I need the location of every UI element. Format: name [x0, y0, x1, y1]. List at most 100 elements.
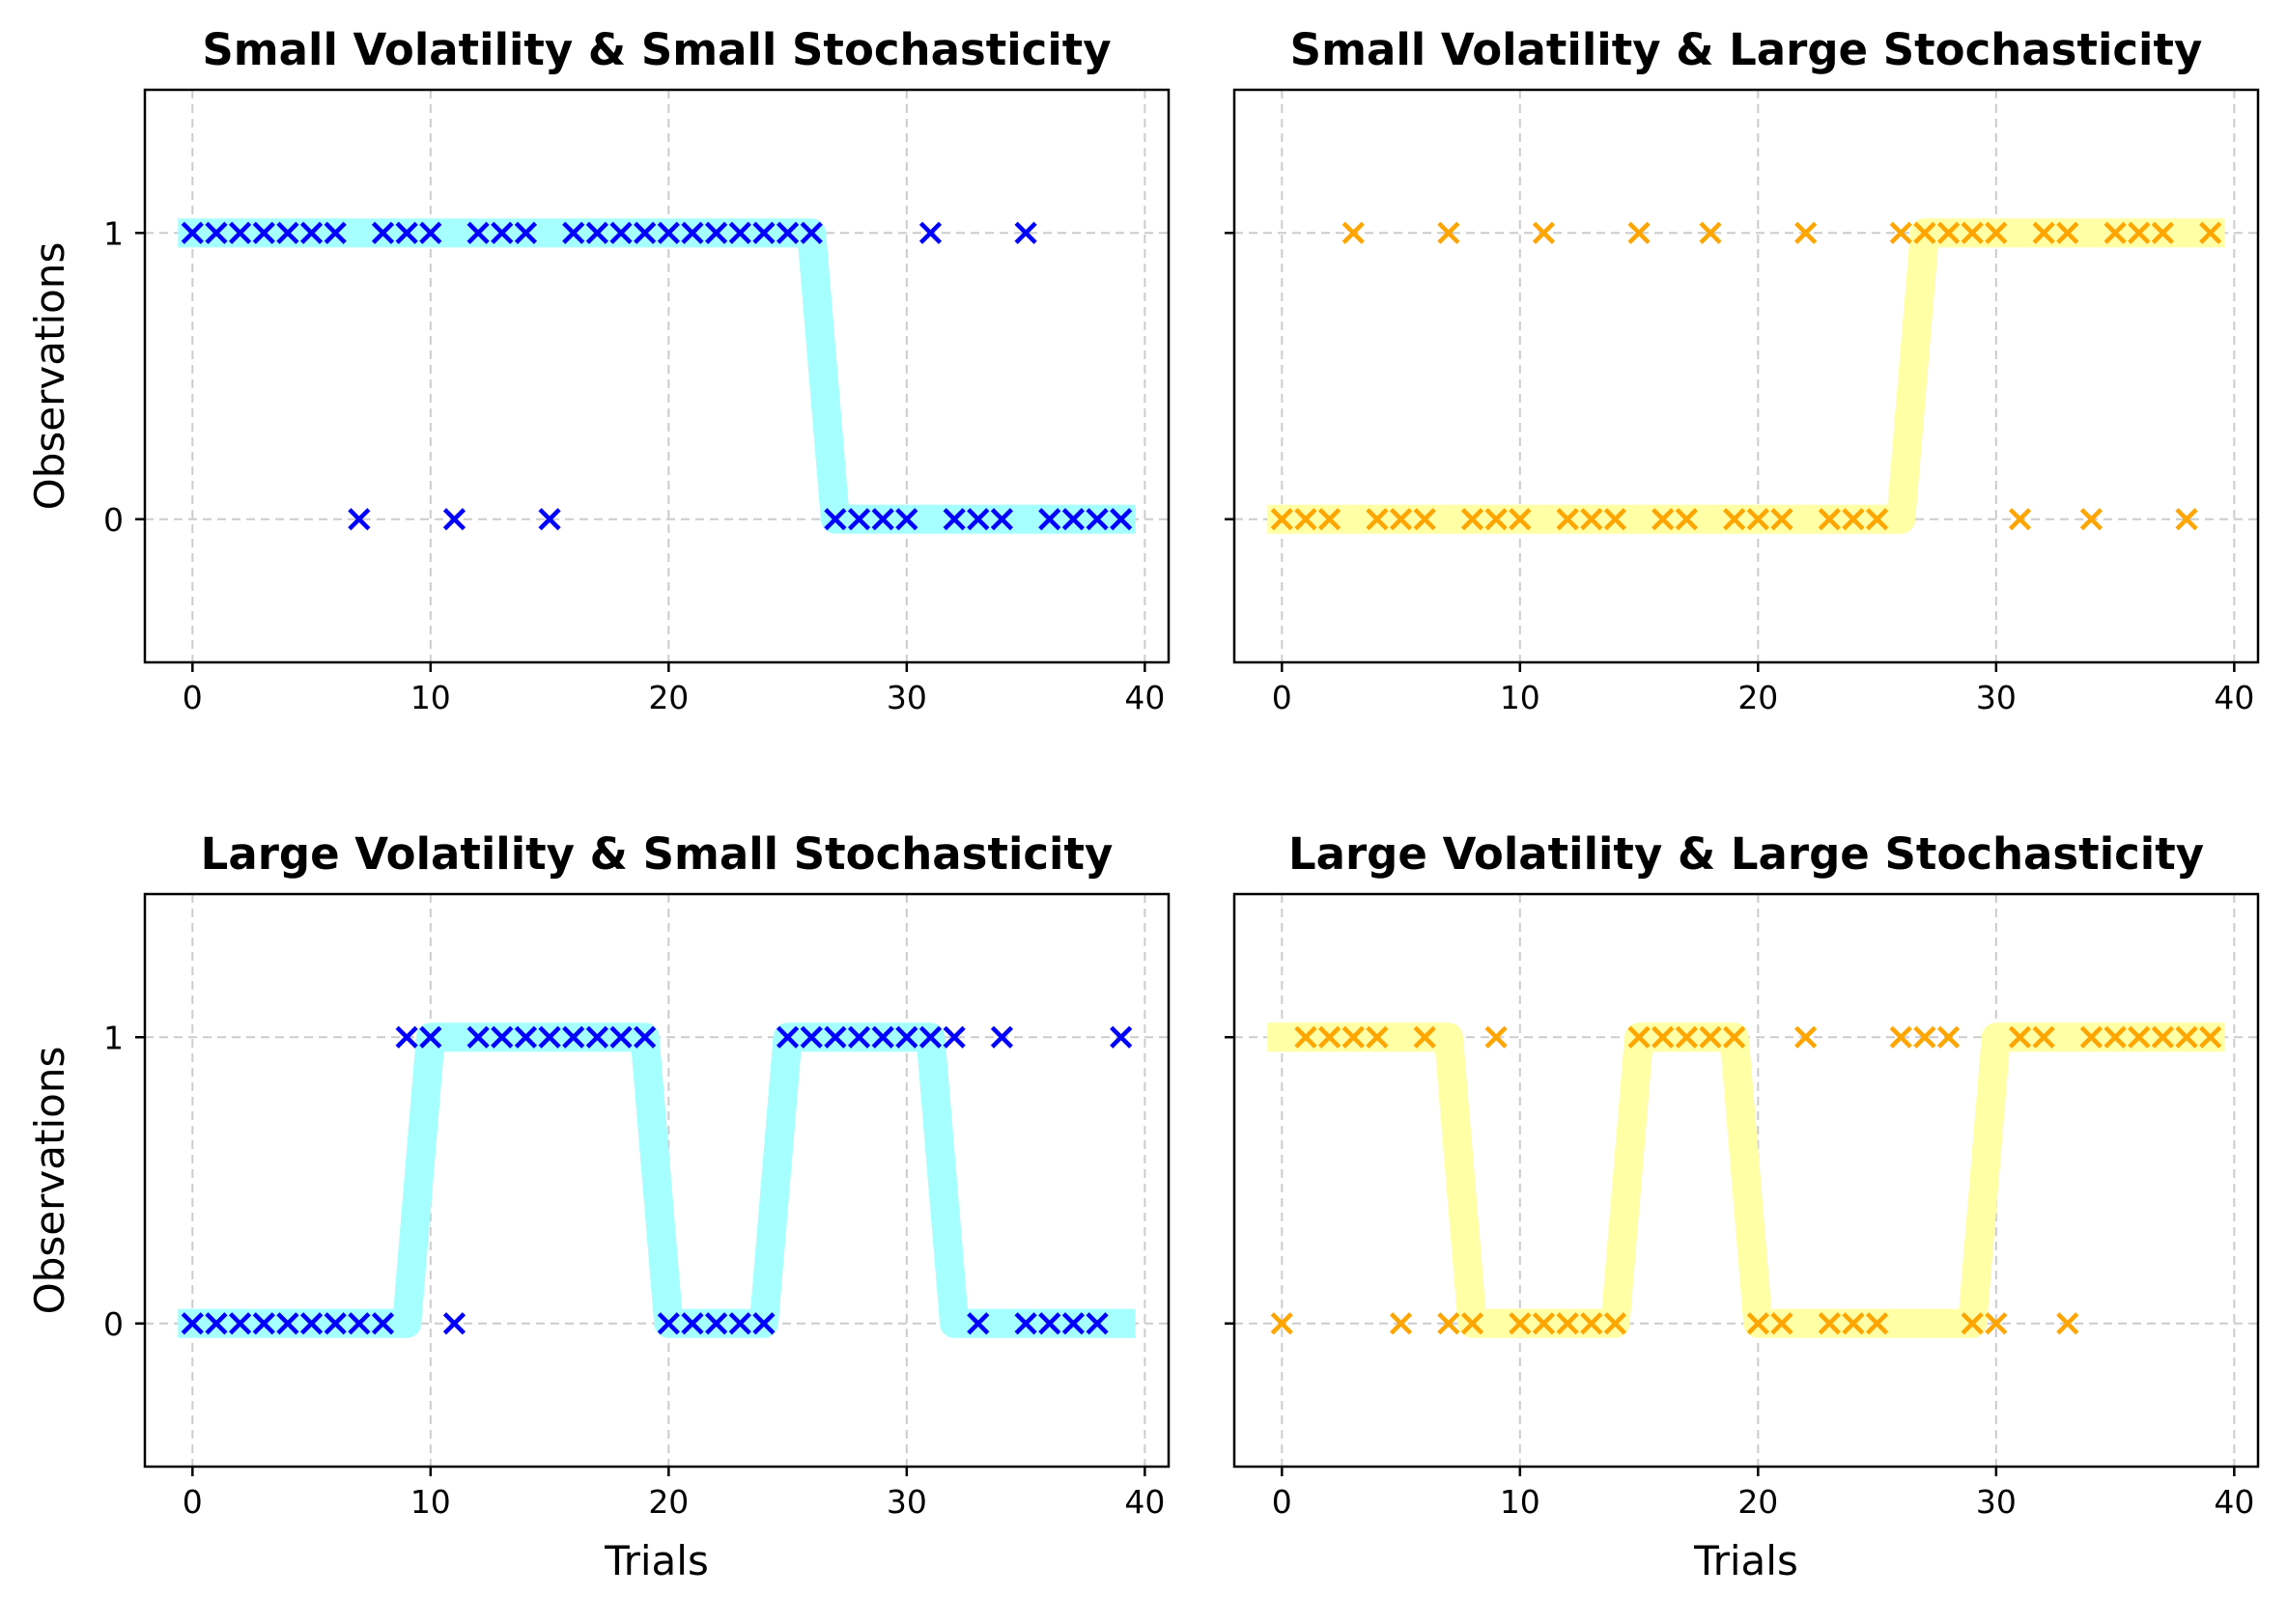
- observation-marker: [967, 508, 990, 531]
- axes-frame: [143, 88, 1171, 664]
- observation-marker: [609, 1025, 633, 1049]
- observation-marker: [1532, 1312, 1556, 1335]
- x-tick-label: 30: [887, 1483, 927, 1521]
- observation-marker: [1270, 1312, 1293, 1335]
- observation-marker: [2103, 221, 2127, 244]
- observation-marker: [634, 1025, 657, 1049]
- observation-marker: [1936, 1025, 1961, 1049]
- x-tick-label: 0: [1272, 679, 1292, 716]
- y-tick-label: 1: [103, 1019, 124, 1056]
- observation-marker: [1889, 1025, 1912, 1049]
- observation-marker: [2103, 1025, 2127, 1049]
- observation-marker: [967, 1312, 990, 1335]
- axes-frame: [1232, 88, 2260, 664]
- underlying-state-line: [178, 218, 1136, 534]
- observation-marker: [1580, 1312, 1603, 1335]
- observation-marker: [252, 221, 275, 244]
- observation-marker: [1341, 221, 1365, 244]
- observation-marker: [538, 1025, 561, 1049]
- x-tick-label: 40: [2214, 1483, 2254, 1521]
- observation-marker: [1865, 1312, 1889, 1335]
- observation-marker: [1038, 508, 1061, 531]
- observation-marker: [2151, 221, 2174, 244]
- observation-marker: [1389, 1312, 1413, 1335]
- observation-marker: [824, 508, 847, 531]
- observation-marker: [1014, 221, 1037, 244]
- observation-marker: [1341, 1025, 1365, 1049]
- observation-marker: [1294, 1025, 1317, 1049]
- observation-marker: [1770, 508, 1793, 531]
- x-tick-label: 0: [183, 679, 203, 716]
- observation-marker: [371, 1312, 395, 1335]
- observation-marker: [2151, 1025, 2174, 1049]
- observation-marker: [252, 1312, 275, 1335]
- observation-marker: [442, 508, 466, 531]
- observation-marker: [728, 221, 751, 244]
- observation-marker: [895, 508, 918, 531]
- observation-marker: [1484, 508, 1508, 531]
- observation-marker: [776, 1025, 800, 1049]
- observation-marker: [491, 1025, 514, 1049]
- observation-marker: [1437, 1312, 1460, 1335]
- observation-marker: [1627, 1025, 1651, 1049]
- observation-marker: [276, 221, 299, 244]
- observation-marker: [1770, 1312, 1793, 1335]
- observation-marker: [324, 221, 347, 244]
- observation-marker: [634, 221, 657, 244]
- observation-marker: [1580, 508, 1603, 531]
- observation-marker: [2032, 1025, 2055, 1049]
- x-tick-label: 30: [887, 679, 927, 716]
- observation-marker: [1509, 1312, 1532, 1335]
- observation-marker: [1389, 508, 1413, 531]
- observation-marker: [1652, 1025, 1675, 1049]
- observation-marker: [918, 221, 943, 244]
- observation-marker: [1294, 508, 1317, 531]
- observation-marker: [1460, 1312, 1484, 1335]
- observation-marker: [1746, 508, 1769, 531]
- x-tick-label: 10: [1500, 1483, 1540, 1521]
- axes-frame: [143, 892, 1171, 1469]
- observation-marker: [728, 1312, 751, 1335]
- observation-marker: [1961, 221, 1984, 244]
- observation-marker: [562, 221, 585, 244]
- observation-marker: [1699, 221, 1722, 244]
- observation-marker: [800, 1025, 823, 1049]
- observation-marker: [514, 1025, 538, 1049]
- observation-marker: [395, 1025, 418, 1049]
- observation-marker: [1484, 1025, 1508, 1049]
- observation-marker: [1318, 508, 1341, 531]
- observation-marker: [181, 1312, 204, 1335]
- observation-marker: [705, 221, 728, 244]
- chart-title: Large Volatility & Large Stochasticity: [1288, 828, 2204, 880]
- observation-marker: [1961, 1312, 1984, 1335]
- observation-marker: [299, 1312, 324, 1335]
- observation-marker: [1270, 508, 1293, 531]
- observation-marker: [1086, 508, 1109, 531]
- observation-marker: [514, 221, 538, 244]
- observation-marker: [1437, 221, 1460, 244]
- observation-marker: [1603, 1312, 1627, 1335]
- observation-marker: [1366, 1025, 1389, 1049]
- observation-marker: [371, 221, 395, 244]
- observation-marker: [657, 221, 680, 244]
- observation-marker: [585, 1025, 608, 1049]
- observation-marker: [1723, 1025, 1746, 1049]
- observation-marker: [1723, 508, 1746, 531]
- observation-marker: [990, 1025, 1014, 1049]
- observation-marker: [2175, 508, 2198, 531]
- observation-marker: [1413, 508, 1436, 531]
- observation-marker: [1985, 221, 2008, 244]
- observation-marker: [1038, 1312, 1061, 1335]
- observation-marker: [1532, 221, 1556, 244]
- observation-marker: [491, 221, 514, 244]
- observation-marker: [752, 1312, 776, 1335]
- observation-marker: [1889, 221, 1912, 244]
- observation-marker: [1318, 1025, 1341, 1049]
- x-tick-label: 30: [1976, 1483, 2017, 1521]
- chart-panel-4: 0 10 20 30 40 Large Volatility & Large Stocha…: [1225, 828, 2260, 1584]
- observation-marker: [609, 221, 633, 244]
- observation-marker: [990, 508, 1014, 531]
- chart-title: Small Volatility & Large Stochasticity: [1290, 24, 2203, 75]
- observation-marker: [2199, 1025, 2222, 1049]
